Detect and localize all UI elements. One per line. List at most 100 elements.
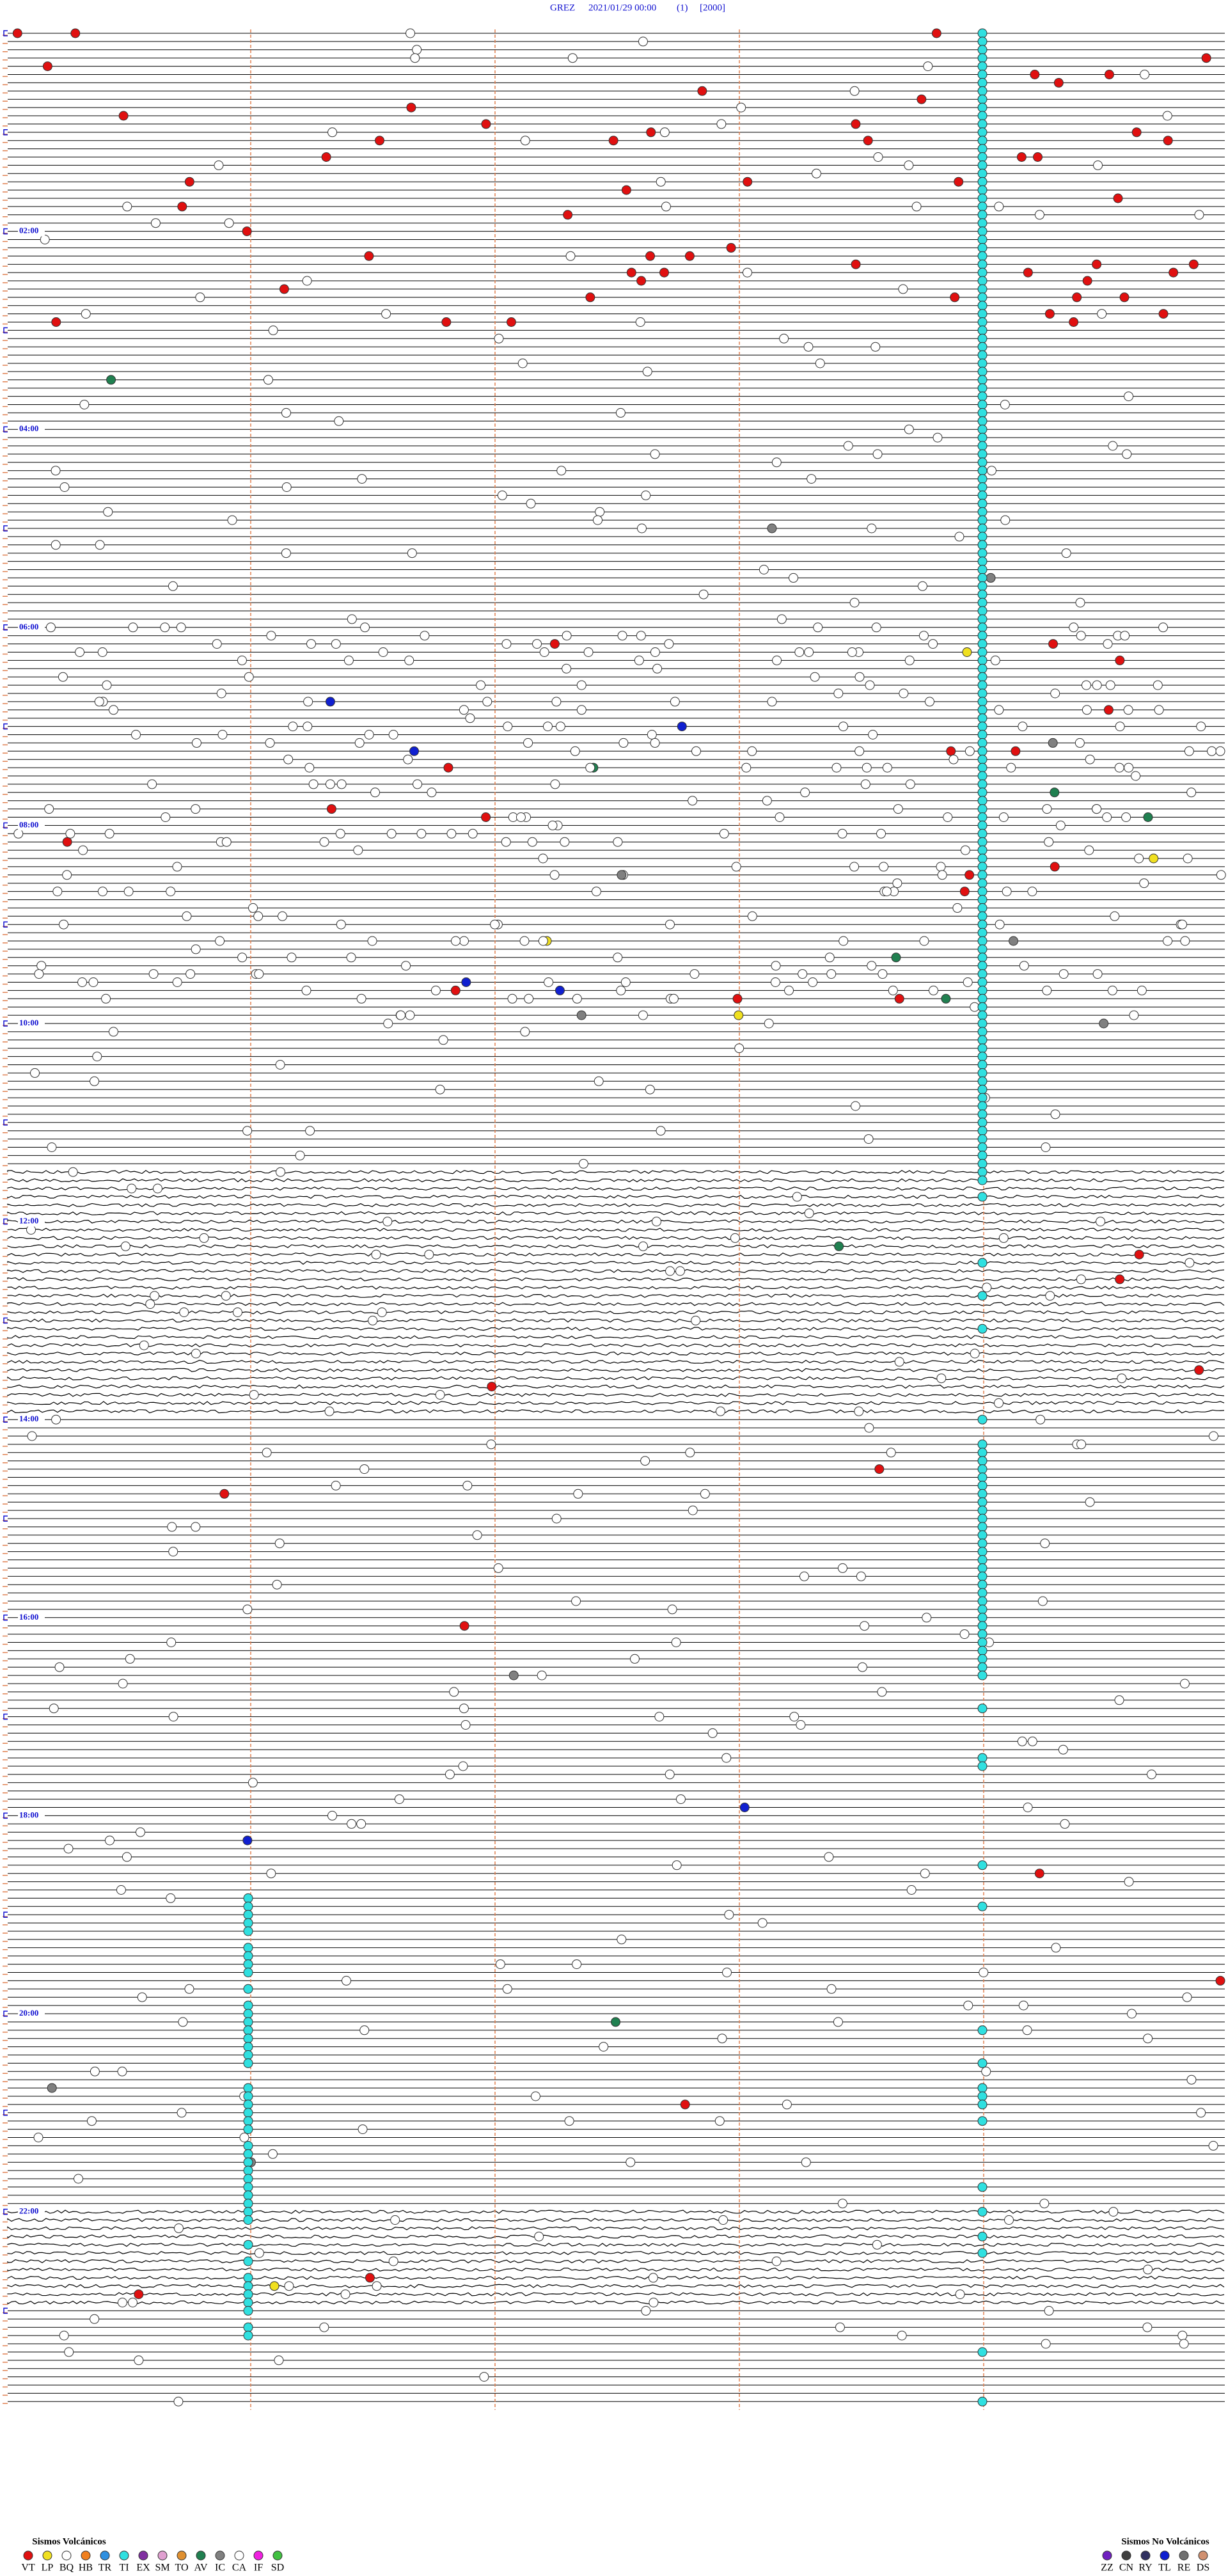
station: GREZ bbox=[550, 3, 575, 13]
event bbox=[1215, 746, 1225, 756]
event bbox=[977, 993, 988, 1004]
event bbox=[497, 490, 507, 500]
time-label: 18:00 bbox=[19, 1810, 38, 1819]
event bbox=[1045, 1291, 1055, 1301]
event bbox=[243, 1901, 253, 1911]
event bbox=[977, 597, 988, 608]
event bbox=[659, 267, 670, 278]
event bbox=[977, 457, 988, 468]
event bbox=[243, 2149, 253, 2159]
trace bbox=[7, 1401, 1225, 1405]
event bbox=[1143, 2264, 1153, 2275]
event bbox=[281, 482, 292, 492]
event bbox=[872, 449, 883, 459]
event bbox=[243, 2182, 253, 2192]
event bbox=[977, 1076, 988, 1086]
event bbox=[68, 1167, 78, 1177]
event bbox=[1123, 705, 1133, 715]
event bbox=[503, 722, 513, 732]
event bbox=[717, 2034, 727, 2044]
event bbox=[501, 837, 511, 847]
legend-code: DS bbox=[1197, 2563, 1209, 2573]
event bbox=[1011, 746, 1021, 756]
event bbox=[1030, 70, 1040, 79]
event bbox=[977, 557, 988, 567]
event bbox=[122, 201, 132, 212]
event bbox=[36, 961, 47, 971]
hour-mark bbox=[3, 921, 8, 928]
event bbox=[824, 1852, 834, 1862]
event bbox=[634, 655, 644, 665]
event bbox=[645, 1084, 655, 1094]
event bbox=[47, 1142, 57, 1152]
legend-swatch bbox=[253, 2550, 264, 2561]
event bbox=[459, 936, 469, 946]
event bbox=[243, 2240, 253, 2250]
event bbox=[798, 969, 808, 979]
event bbox=[462, 1480, 473, 1490]
event bbox=[977, 235, 988, 244]
event bbox=[243, 2000, 253, 2011]
event bbox=[585, 292, 595, 303]
event bbox=[665, 1266, 675, 1276]
event bbox=[1113, 193, 1123, 203]
event bbox=[615, 407, 626, 418]
event bbox=[243, 2298, 253, 2307]
event bbox=[734, 1043, 744, 1054]
trace bbox=[7, 1359, 1225, 1364]
event bbox=[276, 1167, 286, 1177]
event bbox=[648, 2273, 658, 2283]
event bbox=[1131, 771, 1141, 781]
event bbox=[549, 639, 560, 649]
legend-code: ZZ bbox=[1101, 2563, 1114, 2573]
trace bbox=[7, 1203, 1225, 1207]
event bbox=[770, 977, 780, 987]
time-label: 20:00 bbox=[19, 2008, 38, 2018]
legend-swatch bbox=[234, 2550, 244, 2561]
event bbox=[64, 2347, 74, 2357]
event bbox=[562, 631, 572, 641]
event bbox=[1092, 259, 1102, 269]
label-bg bbox=[18, 1018, 45, 1029]
event bbox=[1092, 680, 1102, 690]
legend: Sismos Volcánicos VT LP BQ HB TR TI EX SM TO AV IC C… bbox=[21, 2536, 1209, 2573]
event bbox=[118, 111, 129, 121]
event bbox=[977, 936, 988, 946]
event bbox=[243, 2215, 253, 2225]
event bbox=[977, 53, 988, 63]
event bbox=[331, 1480, 341, 1490]
event bbox=[849, 862, 860, 872]
hour-mark bbox=[3, 1218, 8, 1225]
event bbox=[626, 267, 636, 278]
event bbox=[97, 887, 107, 897]
event bbox=[665, 919, 675, 929]
event bbox=[804, 1208, 814, 1219]
event bbox=[221, 837, 232, 847]
event bbox=[810, 672, 820, 682]
event bbox=[977, 407, 988, 418]
event bbox=[977, 1456, 988, 1466]
event bbox=[177, 2108, 187, 2118]
event bbox=[677, 722, 687, 732]
event bbox=[617, 1934, 627, 1945]
hour-mark bbox=[3, 1416, 8, 1423]
event bbox=[1051, 1943, 1061, 1953]
event bbox=[977, 309, 988, 319]
hour-mark bbox=[3, 822, 8, 829]
event bbox=[977, 1522, 988, 1532]
event bbox=[917, 581, 927, 591]
time-label: 10:00 bbox=[19, 1018, 38, 1027]
event bbox=[1117, 1373, 1127, 1384]
event bbox=[949, 754, 959, 764]
event bbox=[364, 251, 374, 261]
event bbox=[1002, 887, 1012, 897]
event bbox=[977, 226, 988, 237]
event bbox=[977, 383, 988, 393]
event bbox=[1023, 267, 1033, 278]
trace bbox=[7, 1409, 1225, 1414]
event bbox=[1153, 680, 1163, 690]
event bbox=[327, 127, 338, 138]
event bbox=[1114, 763, 1124, 773]
event bbox=[977, 804, 988, 814]
event bbox=[325, 697, 335, 707]
